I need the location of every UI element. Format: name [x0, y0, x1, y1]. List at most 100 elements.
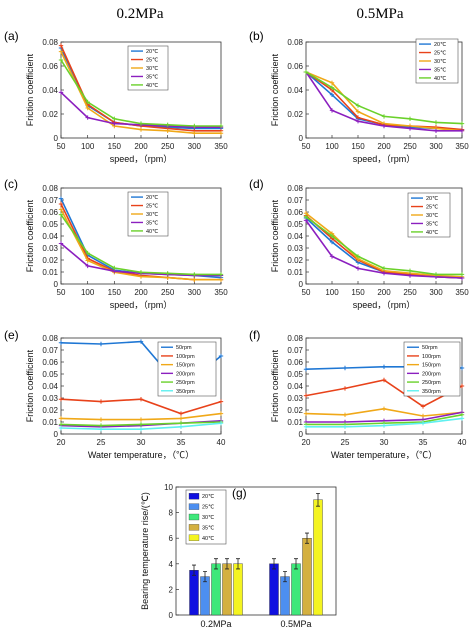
legend-swatch [188, 513, 200, 521]
data-point [420, 404, 426, 409]
x-category-label: 0.5MPa [280, 619, 311, 629]
x-tick-label: 50 [57, 288, 66, 297]
data-point [381, 266, 387, 271]
y-tick-label: 4 [169, 560, 174, 569]
y-tick-label: 0.08 [42, 184, 58, 193]
error-bar [305, 532, 309, 544]
bar [280, 576, 290, 616]
y-tick-label: 0.05 [42, 370, 58, 379]
x-tick-label: 30 [380, 438, 389, 447]
data-point [85, 115, 90, 120]
x-tick-label: 25 [97, 438, 106, 447]
y-axis-label: Friction coefficient [25, 199, 35, 272]
y-tick-label: 0.03 [42, 244, 58, 253]
error-bar [236, 558, 240, 570]
y-tick-label: 0.04 [42, 86, 58, 95]
x-axis-label: speed，（rpm） [110, 300, 173, 310]
y-tick-label: 6 [169, 534, 174, 543]
x-axis-label: speed，（rpm） [353, 154, 416, 164]
y-tick-label: 0.03 [42, 394, 58, 403]
legend-swatch [188, 524, 200, 531]
panel-label: (a) [4, 29, 19, 43]
legend-label: 40℃ [434, 76, 447, 82]
x-tick-label: 250 [403, 142, 417, 151]
axes-box [175, 486, 337, 616]
data-point [218, 131, 224, 136]
data-point [165, 271, 170, 276]
legend-label: 350rpm [176, 389, 195, 395]
x-tick-label: 100 [81, 142, 95, 151]
y-tick-label: 10 [164, 483, 173, 492]
y-tick-label: 0.02 [287, 256, 303, 265]
data-point [407, 116, 413, 121]
y-tick-label: 0 [54, 430, 59, 439]
data-point [342, 412, 348, 417]
y-axis-label: Friction coefficient [270, 349, 280, 422]
col1-title: 0.2MPa [116, 6, 163, 22]
x-tick-label: 300 [188, 288, 202, 297]
y-tick-label: 0 [299, 430, 304, 439]
legend-label: 20℃ [426, 196, 439, 202]
y-tick-label: 0.04 [42, 382, 58, 391]
bar [233, 563, 243, 616]
data-point [303, 69, 309, 75]
legend-label: 35℃ [434, 67, 447, 73]
y-axis-label: Friction coefficient [270, 53, 280, 126]
y-tick-label: 0.06 [287, 62, 303, 71]
bar [222, 563, 232, 616]
legend-label: 200rpm [422, 371, 441, 377]
data-point [381, 271, 387, 276]
panel-label: (b) [249, 29, 264, 43]
legend-label: 25℃ [426, 205, 439, 211]
data-point [138, 427, 144, 432]
panel-f: (f) 0 0.01 0.02 0.03 0.04 0.05 0.06 0.07 0.08 Fric… [249, 328, 467, 460]
data-point [138, 127, 144, 132]
legend-label: 40℃ [426, 230, 439, 236]
data-point [303, 214, 309, 219]
data-point [112, 116, 117, 121]
y-tick-label: 0.05 [42, 220, 58, 229]
error-bar [294, 558, 298, 570]
legend-label: 30℃ [434, 59, 447, 65]
y-tick-label: 0.07 [42, 196, 58, 205]
legend-label: 200rpm [176, 371, 195, 377]
y-tick-label: 0.01 [42, 268, 58, 277]
data-point [329, 233, 335, 239]
x-tick-label: 50 [302, 288, 311, 297]
data-point [192, 123, 197, 129]
y-tick-label: 0.02 [42, 256, 58, 265]
y-tick-label: 0.08 [287, 334, 303, 343]
data-point [381, 406, 387, 411]
legend-label: 50rpm [176, 345, 192, 351]
data-point [85, 263, 90, 269]
data-point [342, 424, 348, 429]
data-point [342, 365, 348, 371]
data-point [58, 207, 64, 212]
x-tick-label: 25 [341, 438, 350, 447]
x-axis-label: speed，（rpm） [353, 300, 416, 310]
x-tick-label: 30 [137, 438, 146, 447]
x-tick-label: 150 [351, 288, 365, 297]
legend-label: 150rpm [422, 363, 441, 369]
data-point [381, 423, 387, 428]
data-point [58, 416, 64, 421]
y-tick-label: 0.07 [42, 346, 58, 355]
bar [269, 563, 279, 616]
data-point [218, 353, 224, 359]
legend-label: 250rpm [176, 380, 195, 386]
x-tick-label: 150 [351, 142, 365, 151]
data-point [381, 114, 387, 119]
panel-c: (c) 0 0.01 0.02 0.03 0.04 0.05 0.06 0.07 0.08 Fric… [4, 177, 228, 310]
legend-label: 40℃ [202, 536, 215, 542]
data-point [58, 241, 64, 246]
data-point [381, 377, 387, 383]
x-tick-label: 20 [57, 438, 66, 447]
bar [200, 576, 210, 616]
data-point [329, 108, 335, 113]
data-point [303, 393, 309, 398]
y-axis-label: Friction coefficient [25, 349, 35, 422]
data-point [58, 425, 64, 431]
bar [189, 570, 199, 616]
data-point [459, 383, 465, 389]
y-tick-label: 0.01 [287, 418, 303, 427]
